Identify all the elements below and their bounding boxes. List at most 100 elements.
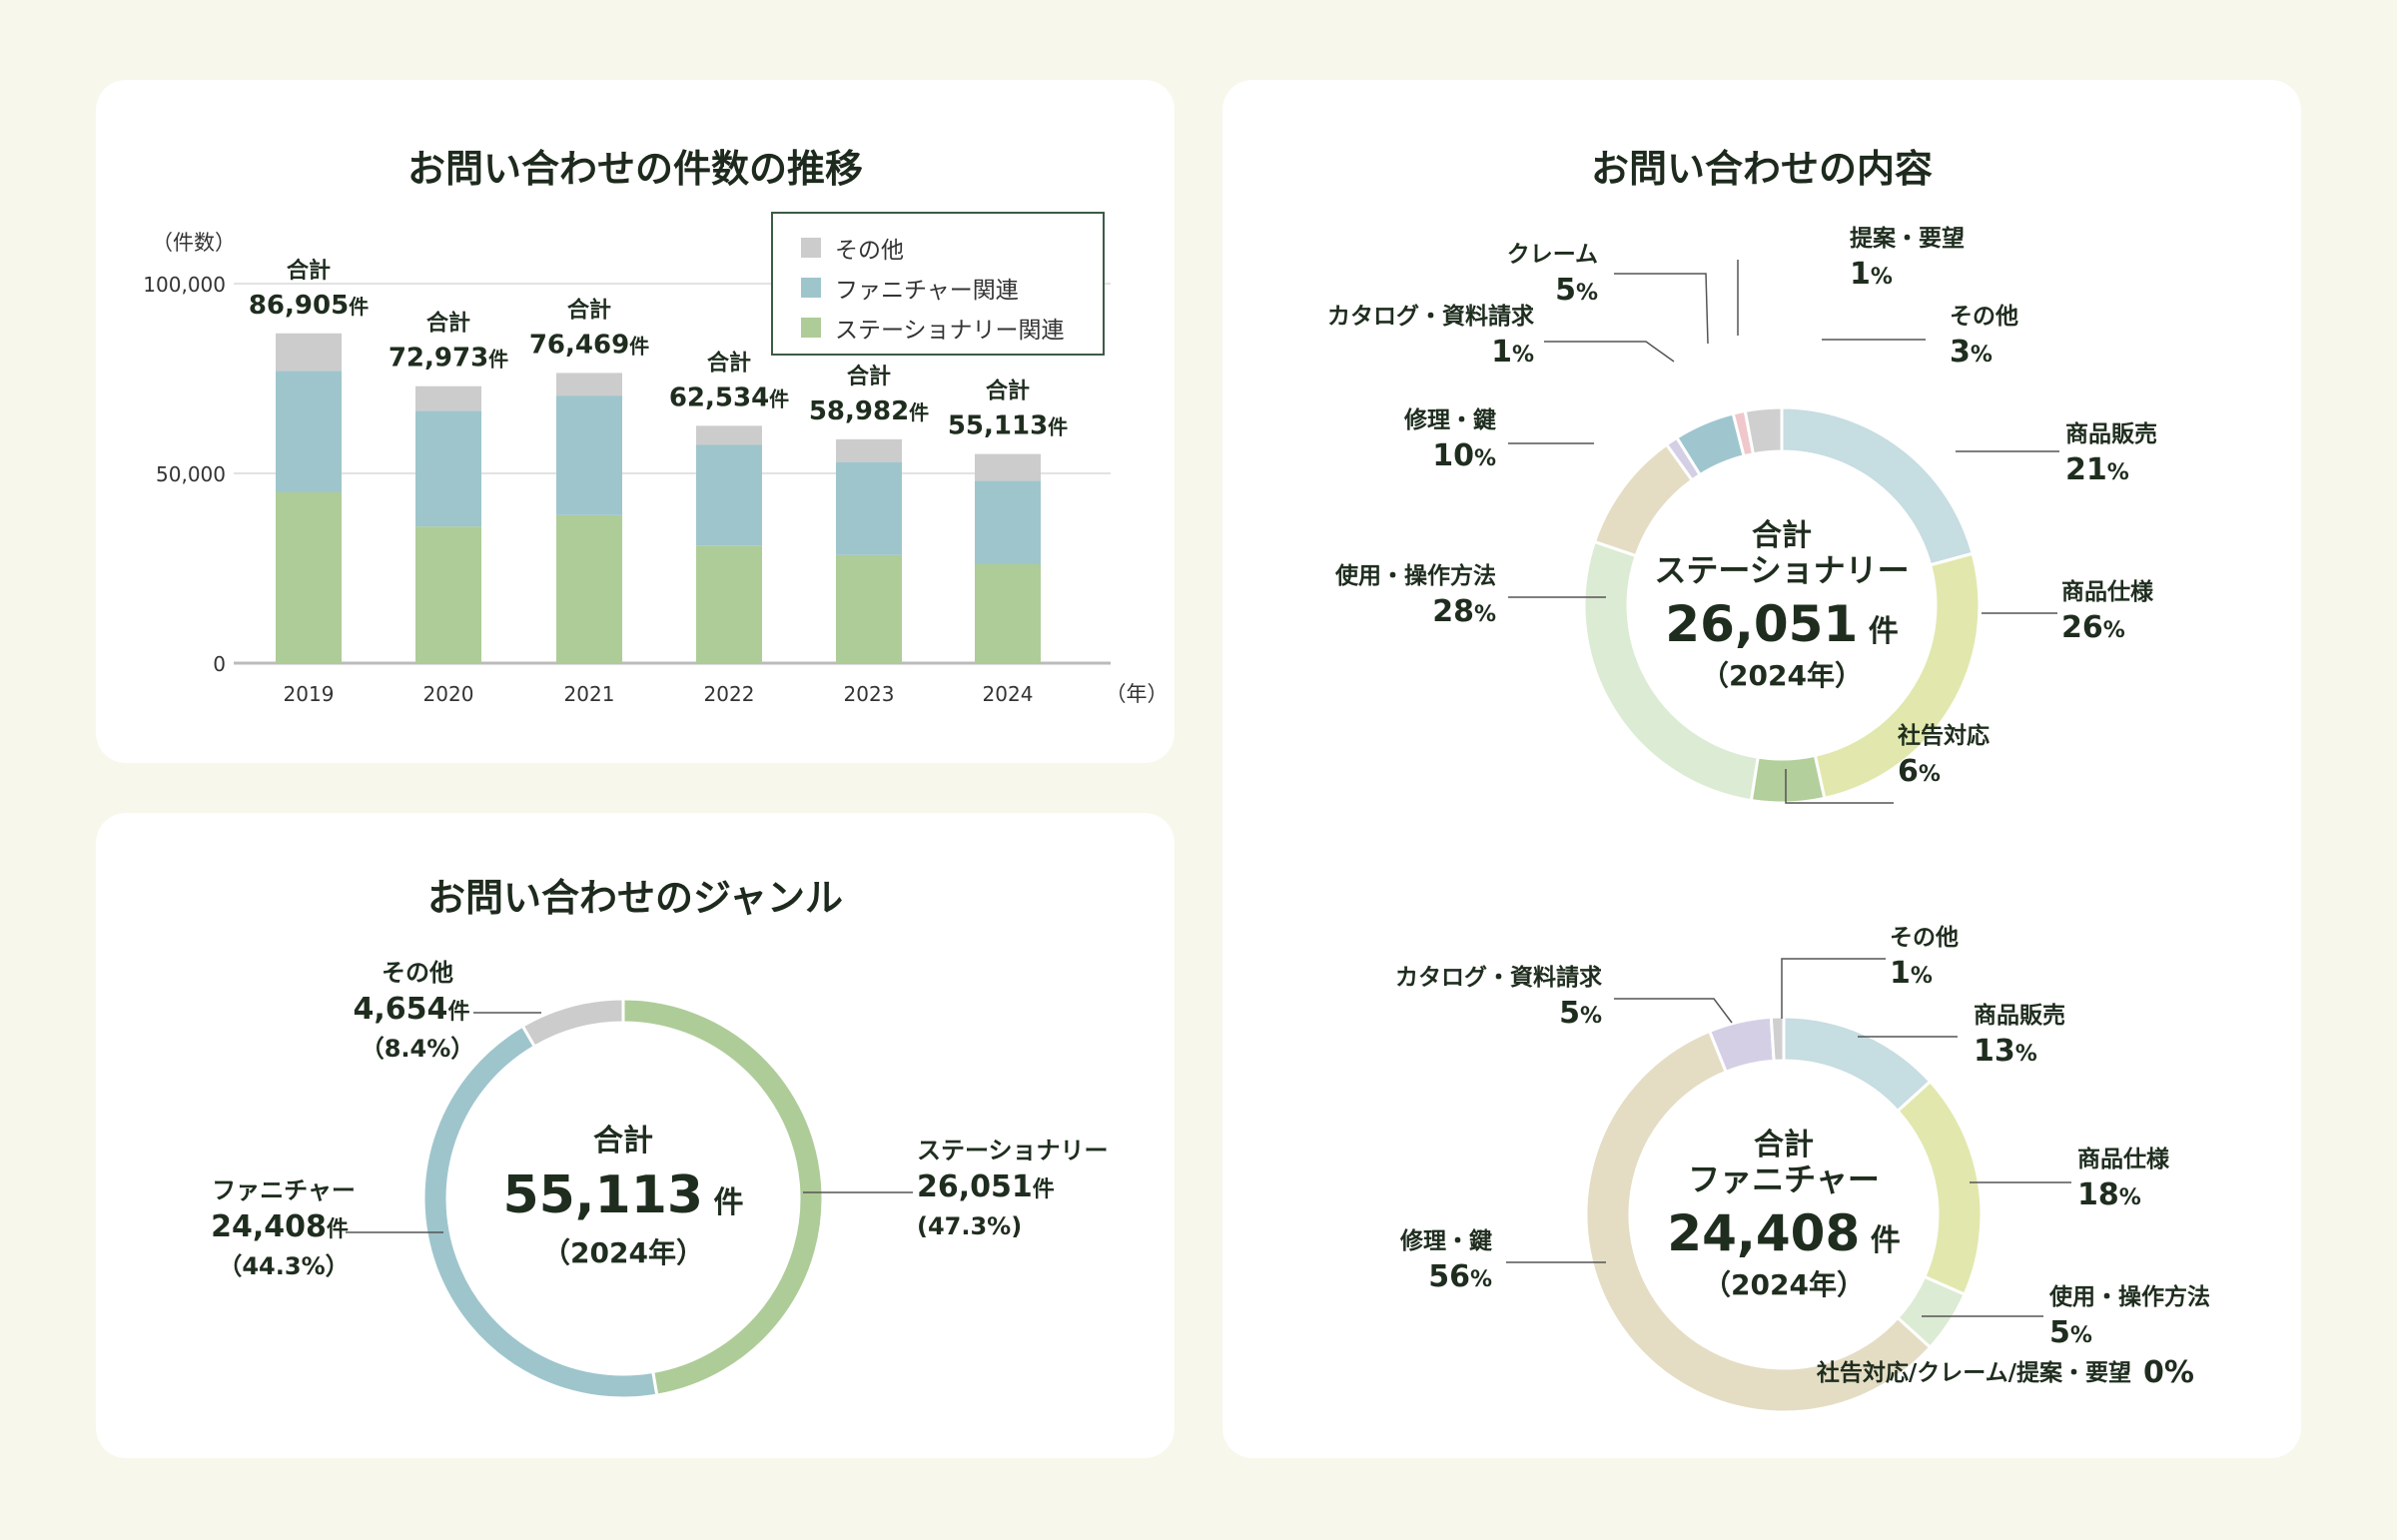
- furniture-product-sales-value: 13%: [1974, 1034, 2037, 1069]
- x-tick-label: 2024: [983, 682, 1034, 706]
- genre-count-furniture: 24,408件: [211, 1209, 349, 1244]
- bar-total-value: 55,113件: [948, 411, 1068, 441]
- furniture-usage-value: 5%: [2049, 1315, 2092, 1350]
- stationery-product-sales-label: 商品販売: [2065, 420, 2157, 447]
- bar-segment-other: [276, 333, 342, 372]
- bar-total-value: 62,534件: [669, 383, 789, 412]
- donut-slice-other: [520, 997, 625, 1049]
- zero-note-value: 0%: [2143, 1355, 2194, 1390]
- bar-segment-stationery: [276, 492, 342, 663]
- legend-swatch-other: [801, 238, 821, 258]
- bar-total-value: 76,469件: [529, 330, 649, 360]
- bar-segment-other: [696, 425, 762, 445]
- trend-title: お問い合わせの件数の推移: [406, 147, 863, 191]
- bar-total-label: 合計: [426, 311, 470, 337]
- y-tick-label: 100,000: [143, 273, 226, 297]
- trend-bar-chart: 0 50,000 100,000 （件数） （年） 2019 合計 86,905件 2020 合計…: [143, 231, 1169, 706]
- furniture-product-spec-value: 18%: [2077, 1177, 2141, 1212]
- furniture-center-label: 合計: [1754, 1128, 1814, 1162]
- bar-total-value: 58,982件: [809, 396, 929, 426]
- genre-count-stationery: 26,051件: [917, 1169, 1055, 1204]
- donut-slice-stationery-other: [1743, 405, 1784, 456]
- donut-slice-stationery-notice: [1749, 753, 1827, 805]
- genre-title: お問い合わせのジャンル: [426, 876, 844, 920]
- furniture-other-label: その他: [1890, 925, 1959, 951]
- genre-label-other: その他: [382, 959, 453, 987]
- stationery-other-value: 3%: [1950, 335, 1993, 370]
- bar-total-label: 合計: [567, 297, 611, 323]
- y-tick-label: 0: [213, 652, 226, 676]
- trend-panel: お問い合わせの件数の推移 0 50,000 100,000 （件数） （年） 2019 合計…: [96, 80, 1175, 763]
- furniture-product-sales-label: 商品販売: [1974, 1002, 2065, 1029]
- donut-slice-furniture-product-sales: [1782, 1015, 1933, 1114]
- furniture-catalog-label: カタログ・資料請求: [1395, 964, 1602, 991]
- legend-swatch-stationery: [801, 318, 821, 338]
- legend-label-furniture: ファニチャー関連: [835, 278, 1019, 304]
- donut-slice-furniture-product-spec: [1895, 1079, 1984, 1297]
- furniture-other-value: 1%: [1890, 956, 1933, 991]
- bar-segment-stationery: [415, 526, 481, 663]
- genre-center-year: （2024年）: [542, 1236, 704, 1269]
- bar-segment-other: [975, 453, 1041, 481]
- stationery-product-spec-value: 26%: [2061, 610, 2125, 645]
- bar-segment-furniture: [696, 444, 762, 546]
- stationery-product-spec-label: 商品仕様: [2061, 578, 2154, 605]
- bar-total-label: 合計: [847, 364, 891, 389]
- furniture-catalog-value: 5%: [1559, 996, 1602, 1031]
- x-tick-label: 2023: [844, 682, 895, 706]
- bar-segment-furniture: [836, 461, 902, 555]
- y-tick-label: 50,000: [156, 462, 226, 486]
- x-tick-label: 2022: [704, 682, 755, 706]
- zero-note-label: 社告対応/クレーム/提案・要望: [1817, 1359, 2131, 1386]
- genre-center-value: 55,113 件: [502, 1165, 743, 1225]
- stationery-center-label: 合計: [1752, 518, 1812, 553]
- stationery-product-sales-value: 21%: [2065, 452, 2129, 487]
- stationery-proposal-label: 提案・要望: [1850, 225, 1965, 252]
- furniture-repair-key-value: 56%: [1428, 1259, 1492, 1294]
- genre-pct-other: （8.4%）: [361, 1035, 475, 1063]
- stationery-other-label: その他: [1950, 304, 2018, 330]
- bar-total-label: 合計: [986, 379, 1030, 404]
- stationery-usage-value: 28%: [1432, 594, 1496, 629]
- x-axis-unit: （年）: [1106, 682, 1169, 706]
- trend-legend: その他 ファニチャー関連 ステーショナリー関連: [771, 212, 1105, 356]
- stationery-repair-key-label: 修理・鍵: [1403, 406, 1496, 433]
- bar-total-label: 合計: [287, 258, 331, 284]
- y-axis-unit: （件数）: [152, 231, 236, 255]
- leader-line: [1781, 958, 1886, 1019]
- x-tick-label: 2021: [564, 682, 615, 706]
- legend-item-stationery: ステーショナリー関連: [801, 308, 1103, 348]
- bar-total-value: 86,905件: [249, 291, 369, 321]
- bar-total-label: 合計: [707, 350, 751, 376]
- stationery-repair-key-value: 10%: [1432, 438, 1496, 473]
- leader-line: [1544, 341, 1675, 363]
- bar-segment-other: [836, 438, 902, 462]
- donut-slice-furniture-repair-key: [1584, 1029, 1933, 1414]
- bar-segment-furniture: [276, 371, 342, 492]
- stationery-center-sub: ステーショナリー: [1654, 551, 1909, 589]
- stationery-complaint-value: 5%: [1555, 273, 1598, 308]
- content-panel: お問い合わせの内容 合計 ステーショナリー 26,051 件（2024年） 商品販売 2…: [1222, 80, 2301, 1458]
- bar-segment-other: [556, 373, 622, 396]
- legend-label-stationery: ステーショナリー関連: [835, 318, 1065, 344]
- stationery-notice-value: 6%: [1898, 754, 1941, 789]
- bar-segment-stationery: [696, 545, 762, 663]
- genre-pct-furniture: （44.3%）: [218, 1252, 349, 1280]
- leader-line: [1785, 769, 1894, 804]
- legend-label-other: その他: [835, 238, 904, 264]
- bar-segment-furniture: [556, 395, 622, 515]
- furniture-usage-label: 使用・操作方法: [2048, 1283, 2210, 1310]
- furniture-center-value: 24,408 件: [1667, 1204, 1900, 1262]
- legend-item-other: その他: [801, 228, 1103, 268]
- genre-count-other: 4,654件: [354, 992, 470, 1027]
- x-tick-label: 2020: [423, 682, 474, 706]
- bar-segment-furniture: [415, 410, 481, 527]
- stationery-notice-label: 社告対応: [1898, 722, 1990, 749]
- leader-line: [1614, 998, 1733, 1024]
- x-tick-label: 2019: [284, 682, 335, 706]
- legend-item-furniture: ファニチャー関連: [801, 268, 1103, 308]
- stationery-complaint-label: クレーム: [1507, 242, 1598, 268]
- genre-pct-stationery: (47.3%): [917, 1212, 1022, 1240]
- donut-slice-furniture-other: [1769, 1015, 1786, 1063]
- stationery-catalog-label: カタログ・資料請求: [1327, 303, 1534, 330]
